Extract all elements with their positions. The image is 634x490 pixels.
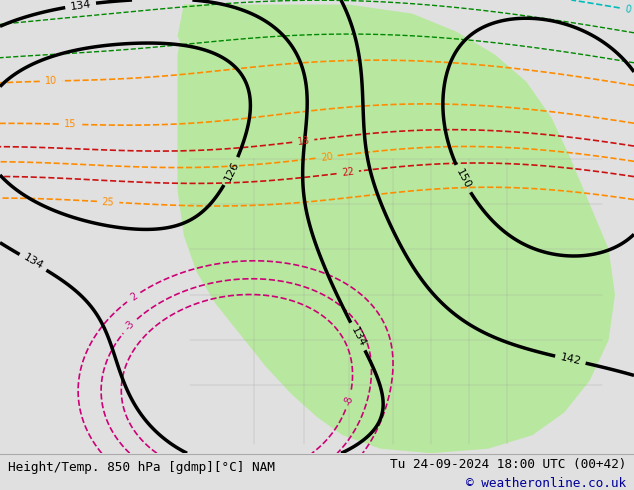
Text: 25: 25	[101, 196, 115, 207]
PathPatch shape	[178, 4, 615, 453]
Text: 142: 142	[559, 352, 582, 367]
Text: 20: 20	[320, 151, 333, 163]
Text: 18: 18	[297, 135, 310, 147]
Text: Tu 24-09-2024 18:00 UTC (00+42): Tu 24-09-2024 18:00 UTC (00+42)	[390, 458, 626, 471]
Text: 0: 0	[624, 4, 631, 15]
PathPatch shape	[178, 4, 285, 73]
Text: 134: 134	[22, 252, 44, 272]
Text: 134: 134	[349, 325, 367, 348]
Text: 126: 126	[222, 160, 240, 183]
Text: 10: 10	[44, 76, 57, 86]
Text: -3: -3	[123, 319, 137, 333]
Text: 2: 2	[128, 291, 139, 303]
Text: 15: 15	[63, 119, 76, 129]
Text: 150: 150	[453, 167, 472, 191]
Text: -8: -8	[342, 394, 355, 406]
Text: 134: 134	[69, 0, 92, 12]
Text: 22: 22	[341, 167, 354, 178]
Text: © weatheronline.co.uk: © weatheronline.co.uk	[466, 477, 626, 490]
Text: Height/Temp. 850 hPa [gdmp][°C] NAM: Height/Temp. 850 hPa [gdmp][°C] NAM	[8, 461, 275, 474]
